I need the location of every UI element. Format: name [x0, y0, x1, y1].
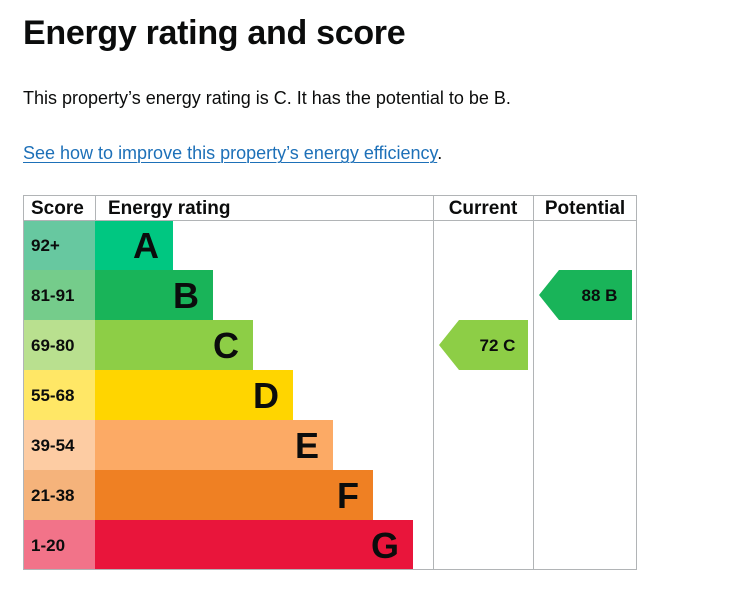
rating-letter-b: B: [173, 275, 199, 316]
rating-summary: This property’s energy rating is C. It h…: [23, 88, 511, 108]
rating-bar-e: [95, 420, 333, 470]
score-label-f: 21-38: [31, 486, 74, 505]
potential-rating-arrow-label: 88 B: [582, 286, 618, 305]
score-cell-g: [23, 520, 95, 570]
rating-bar-c: [95, 320, 253, 370]
score-label-g: 1-20: [31, 536, 65, 555]
header-current: Current: [449, 198, 518, 219]
header-score: Score: [31, 198, 84, 219]
current-rating-arrow-label: 72 C: [480, 336, 516, 355]
rating-letter-g: G: [371, 525, 399, 566]
rating-bar-g: [95, 520, 413, 570]
improve-link-line: See how to improve this property’s energ…: [23, 143, 442, 164]
score-cell-c: [23, 320, 95, 370]
score-label-c: 69-80: [31, 336, 74, 355]
score-label-d: 55-68: [31, 386, 74, 405]
rating-letter-d: D: [253, 375, 279, 416]
table-border: [23, 195, 637, 570]
link-suffix: .: [437, 143, 443, 163]
rating-letter-f: F: [337, 475, 359, 516]
header-potential: Potential: [545, 198, 625, 219]
rating-bar-f: [95, 470, 373, 520]
rating-bar-d: [95, 370, 293, 420]
rating-bar-a: [95, 220, 173, 270]
score-cell-a: [23, 220, 95, 270]
potential-rating-arrow: [539, 270, 632, 320]
score-label-a: 92+: [31, 236, 60, 255]
rating-letter-e: E: [295, 425, 319, 466]
score-cell-d: [23, 370, 95, 420]
improve-efficiency-link[interactable]: See how to improve this property’s energ…: [23, 143, 438, 163]
score-cell-b: [23, 270, 95, 320]
current-rating-arrow: [439, 320, 528, 370]
score-label-e: 39-54: [31, 436, 75, 455]
header-energy-rating: Energy rating: [108, 198, 230, 219]
score-label-b: 81-91: [31, 286, 74, 305]
score-cell-f: [23, 470, 95, 520]
score-cell-e: [23, 420, 95, 470]
rating-letter-c: C: [213, 325, 239, 366]
rating-letter-a: A: [133, 225, 159, 266]
page-title: Energy rating and score: [23, 14, 406, 52]
rating-bar-b: [95, 270, 213, 320]
